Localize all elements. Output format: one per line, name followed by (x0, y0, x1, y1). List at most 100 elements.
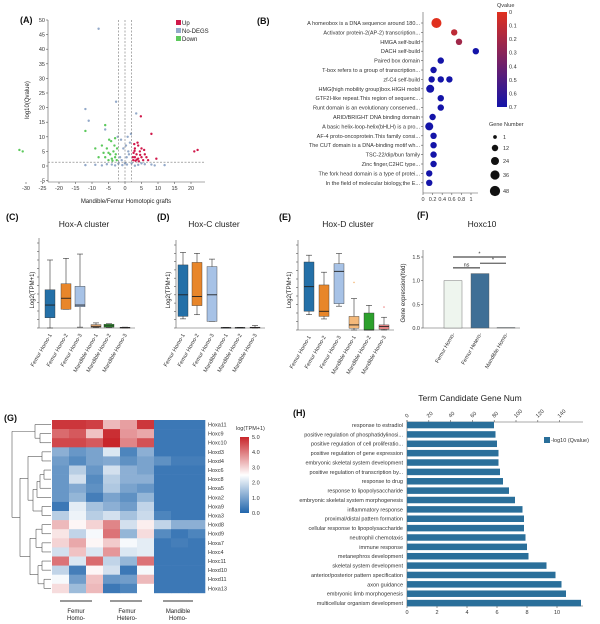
heatmap-cell (86, 574, 104, 585)
go-bar (407, 543, 527, 551)
hox-d-outlier (383, 306, 385, 308)
heatmap-cell (103, 529, 121, 539)
volcano-point-no (105, 163, 109, 166)
heatmap-cell (52, 438, 70, 448)
heatmap-cell (188, 520, 206, 530)
bubble-point (426, 84, 435, 93)
heatmap-cell (137, 483, 155, 494)
volcano-x-tick-label: -20 (55, 186, 63, 192)
hox-a-y-label: Log2(TPM+1) (30, 272, 36, 309)
volcano-point-no (140, 162, 143, 165)
go-term-label: response to lipopolysaccharide (327, 489, 403, 495)
heatmap-cell (171, 583, 189, 594)
bubble-point (430, 141, 437, 149)
heatmap-cell (137, 420, 155, 430)
heatmap-cell (120, 565, 138, 575)
go-top-tick-label: 60 (470, 411, 479, 420)
volcano-point-up (139, 115, 143, 118)
heatmap-cell (137, 429, 155, 439)
heatmap-cell (188, 547, 206, 557)
volcano-y-tick-label: 20 (39, 106, 45, 112)
volcano-point-no (97, 27, 100, 30)
go-top-tick-label: 40 (448, 411, 457, 420)
go-bar (407, 468, 500, 476)
bubble-term-label: The CUT domain is a DNA-binding motif wh… (309, 143, 421, 149)
volcano-point-up (143, 153, 146, 156)
heatmap-cell (103, 492, 121, 503)
group-label-femur-hetero-1: Femur (118, 609, 135, 615)
heatmap-cell (137, 465, 155, 475)
heatmap-cell (86, 538, 104, 548)
go-legend-swatch (544, 437, 550, 443)
heatmap-cell (137, 438, 155, 448)
volcano-point-up (138, 150, 142, 153)
go-bottom-tick-label: 2 (435, 610, 438, 616)
volcano-point-up (131, 156, 135, 159)
volcano-point-down (110, 157, 114, 160)
volcano-point-no (125, 156, 128, 159)
volcano-y-label: log10(Qvalue) (25, 81, 31, 119)
volcano-point-no (84, 107, 87, 111)
bubble-point (437, 104, 444, 111)
heatmap-cell (188, 420, 206, 430)
heatmap-cell (103, 438, 121, 448)
heatmap-cell (69, 529, 87, 539)
volcano-point-down (107, 158, 110, 162)
heatmap-cell (69, 474, 87, 484)
go-term-label: metanephros development (338, 554, 404, 560)
qvalue-colorbar-tick: 0.3 (509, 51, 517, 57)
heatmap-cell (103, 565, 121, 575)
heatmap-cell (52, 492, 70, 503)
volcano-legend-label: Down (182, 37, 197, 43)
heatmap-cell (52, 511, 70, 521)
heatmap-cell (171, 456, 189, 466)
heatmap-cell (120, 465, 138, 475)
heatmap-cell (52, 447, 70, 457)
significance-label: ns (464, 262, 470, 268)
heatmap-cell (188, 492, 206, 503)
heatmap-cell (120, 474, 138, 484)
heatmap-cell (86, 547, 104, 557)
go-bar (407, 581, 562, 588)
volcano-point-no (121, 163, 124, 167)
volcano-point-down (102, 151, 105, 155)
go-term-label: response to estradiol (352, 423, 403, 429)
volcano-point-up (193, 150, 196, 153)
bubble-point (446, 76, 453, 83)
heatmap-cell (69, 520, 87, 530)
heatmap-cell (171, 483, 189, 494)
heatmap-row-label: Hoxc9 (208, 432, 224, 438)
heatmap-row-label: Hoxc6 (208, 468, 224, 474)
volcano-point-up (140, 147, 143, 150)
hox-a-box (60, 283, 72, 310)
go-legend-label: -log10 (Qvalue) (551, 438, 589, 444)
heatmap-cell (86, 501, 104, 512)
heatmap-cell (69, 511, 87, 521)
heatmap-cell (188, 447, 206, 457)
go-bar (407, 496, 515, 504)
heatmap-cell (171, 501, 189, 512)
go-bar (407, 571, 556, 579)
go-bar (407, 478, 503, 485)
bubble-term-label: T-box refers to a group of transcription… (322, 68, 420, 74)
go-term-label: cellular response to lipopolysaccharide (309, 526, 403, 532)
heatmap-cell (52, 420, 70, 430)
heatmap-colorbar-tick: 0.0 (252, 511, 260, 517)
gene-number-legend-dot (490, 170, 500, 180)
volcano-legend-swatch (176, 20, 181, 25)
bubble-term-label: Runt domain is an evolutionary conserved… (313, 106, 420, 112)
volcano-point-up (132, 151, 135, 155)
heatmap-cell (154, 529, 172, 539)
hoxc10-bar (443, 280, 463, 329)
heatmap-row-label: Hoxd8 (208, 523, 224, 529)
volcano-point-up (133, 142, 136, 146)
heatmap-cell (86, 420, 104, 430)
go-bar (407, 599, 581, 607)
heatmap-cell (69, 429, 87, 439)
heatmap-row-label: Hoxa13 (208, 586, 227, 592)
heatmap-cell (171, 492, 189, 503)
heatmap-row-label: Hoxd10 (208, 568, 227, 574)
volcano-point-up (150, 132, 153, 136)
heatmap-cell (52, 483, 70, 494)
heatmap-row-label: Hoxa7 (208, 541, 224, 547)
